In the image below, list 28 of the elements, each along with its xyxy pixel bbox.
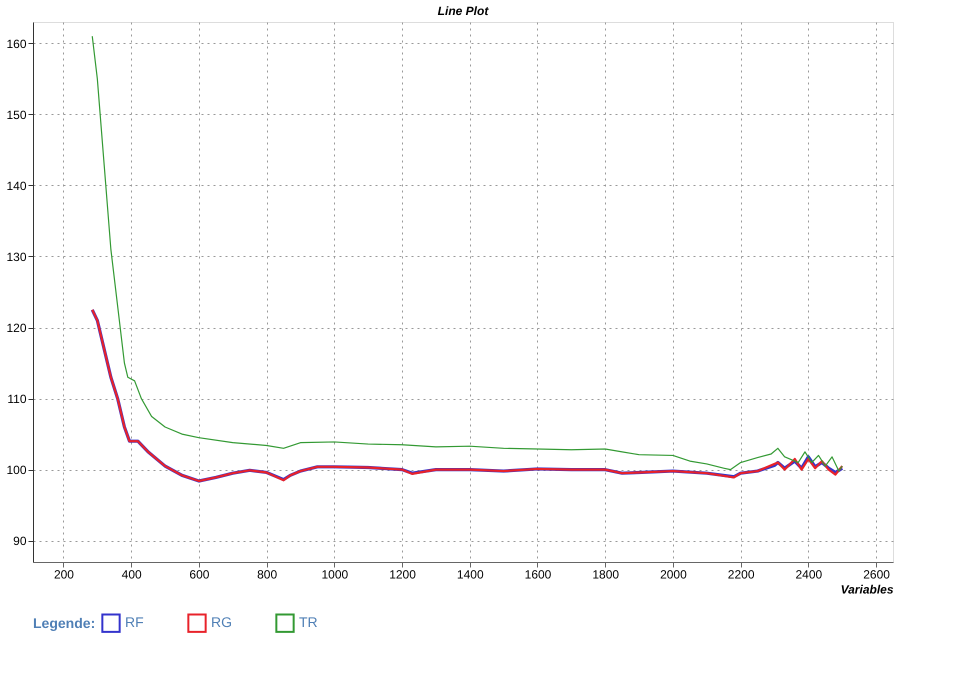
x-tick-label: 1000 [321,568,349,582]
x-tick-label: 1600 [524,568,552,582]
x-tick-label: 1400 [456,568,484,582]
line-series [92,36,843,472]
x-tick-label: 2600 [863,568,890,582]
legend-title: Legende: [33,615,96,631]
x-tick-label: 400 [122,568,142,582]
y-tick-label: 110 [7,392,27,406]
y-tick-label: 90 [13,534,27,548]
y-tick-label: 160 [6,36,27,51]
legend-label: TR [299,614,318,630]
x-tick-label: 1200 [389,568,416,582]
x-axis-title: Variables [840,582,894,596]
y-tick-label: 130 [6,250,27,264]
x-tick-label: 200 [54,568,74,582]
x-tick-label: 600 [189,568,210,582]
legend-label: RG [211,614,232,630]
x-tick-label: 2000 [660,568,688,582]
x-tick-label: 800 [257,568,278,582]
chart-title: Line Plot [438,4,490,18]
x-tick-label: 2200 [728,568,755,582]
x-tick-label: 1800 [592,568,620,582]
y-tick-label: 100 [6,463,27,478]
y-tick-label: 120 [6,321,27,336]
y-tick-label: 140 [6,178,27,193]
x-tick-label: 2400 [796,568,823,582]
y-tick-label: 150 [6,108,27,122]
legend-label: RF [125,614,144,630]
